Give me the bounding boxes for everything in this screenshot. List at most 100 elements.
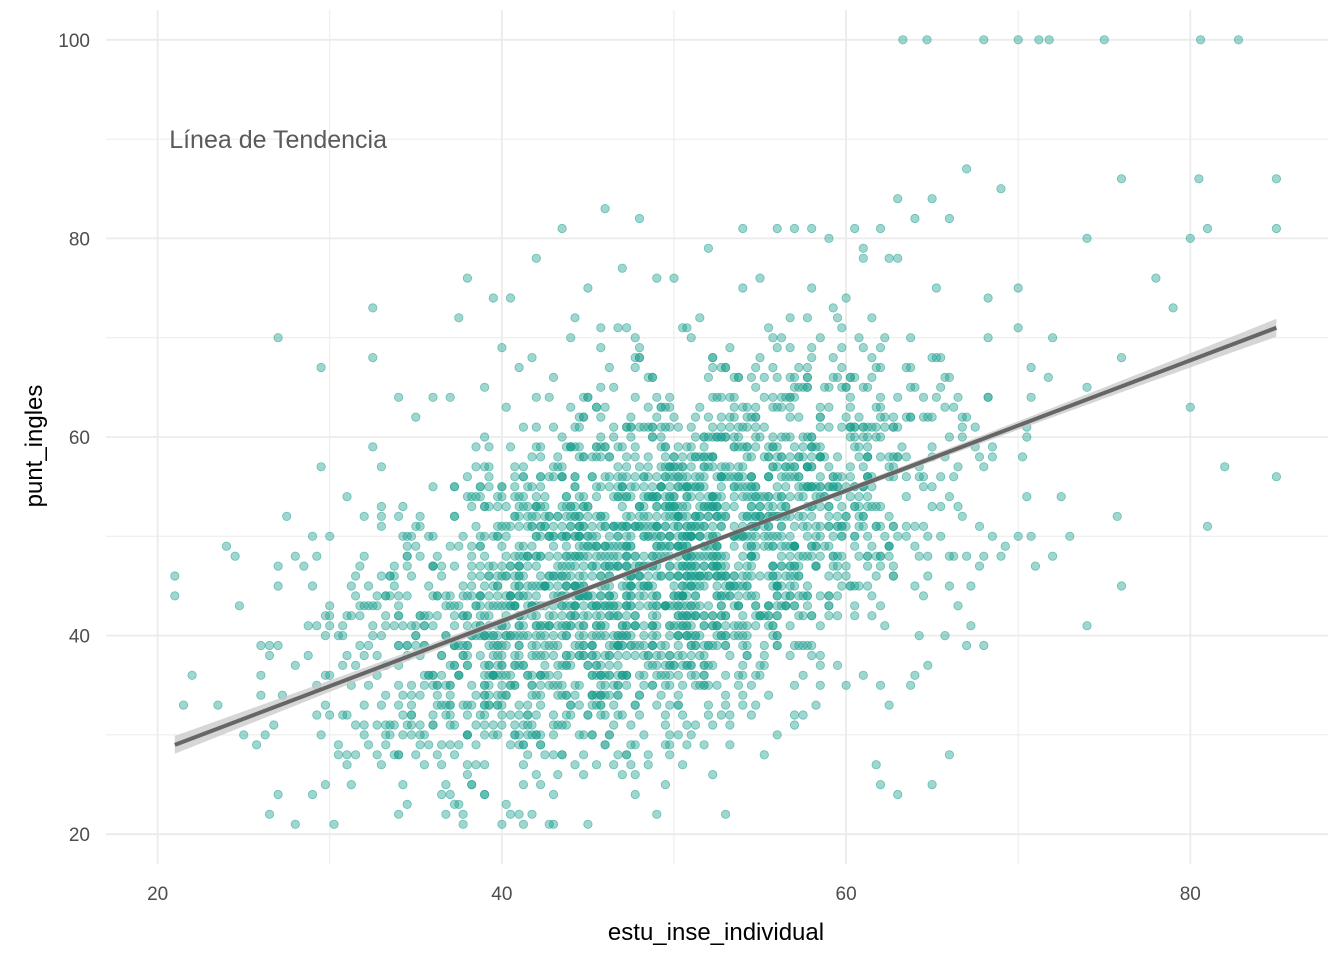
scatter-point	[815, 472, 825, 482]
scatter-point	[368, 303, 378, 313]
scatter-point	[436, 571, 447, 581]
scatter-point	[875, 452, 886, 462]
scatter-point	[725, 740, 735, 750]
scatter-point	[540, 660, 550, 671]
scatter-point	[342, 760, 352, 770]
scatter-point	[604, 362, 615, 373]
scatter-point	[514, 640, 524, 651]
scatter-point	[832, 660, 843, 671]
scatter-point	[673, 601, 683, 611]
scatter-point	[548, 531, 559, 541]
scatter-point	[647, 611, 658, 621]
scatter-point	[531, 422, 541, 432]
scatter-point	[557, 472, 567, 482]
scatter-point	[763, 611, 774, 621]
scatter-point	[613, 690, 623, 700]
scatter-point	[621, 750, 632, 760]
scatter-point	[660, 601, 671, 611]
scatter-point	[578, 561, 589, 571]
scatter-point	[484, 670, 494, 680]
scatter-point	[898, 35, 908, 45]
scatter-point	[402, 640, 412, 651]
scatter-point	[686, 730, 696, 740]
scatter-point	[471, 690, 481, 700]
scatter-point	[428, 680, 438, 690]
scatter-point	[940, 402, 950, 412]
scatter-point	[630, 551, 640, 561]
scatter-point	[591, 402, 602, 412]
scatter-point	[570, 313, 580, 323]
scatter-point	[587, 571, 597, 581]
scatter-point	[755, 571, 765, 581]
scatter-point	[746, 372, 757, 382]
scatter-point	[974, 521, 985, 532]
scatter-point	[755, 273, 765, 283]
scatter-point	[432, 551, 442, 561]
scatter-point	[901, 491, 911, 502]
scatter-point	[574, 521, 584, 532]
scatter-point	[256, 640, 266, 651]
scatter-point	[561, 630, 572, 641]
scatter-point	[643, 750, 653, 760]
scatter-point	[523, 561, 533, 571]
scatter-point	[763, 601, 774, 611]
scatter-point	[488, 650, 498, 661]
scatter-point	[557, 680, 567, 690]
scatter-point	[398, 690, 408, 700]
scatter-point	[1065, 531, 1075, 541]
scatter-point	[850, 531, 860, 541]
scatter-point	[746, 482, 757, 492]
scatter-point	[381, 621, 391, 631]
scatter-point	[561, 442, 572, 452]
scatter-point	[475, 561, 485, 571]
scatter-point	[501, 571, 511, 581]
scatter-point	[574, 680, 584, 690]
scatter-point	[776, 541, 787, 551]
scatter-point	[462, 760, 472, 770]
scatter-point	[613, 541, 623, 551]
scatter-point	[510, 462, 520, 472]
scatter-point	[600, 680, 610, 690]
scatter-point	[785, 452, 795, 462]
scatter-point	[518, 621, 529, 631]
scatter-point	[647, 372, 658, 382]
scatter-point	[342, 611, 352, 621]
scatter-point	[893, 194, 903, 204]
scatter-point	[686, 333, 696, 343]
scatter-point	[363, 680, 374, 690]
scatter-point	[1112, 511, 1122, 522]
scatter-point	[273, 789, 283, 800]
scatter-point	[368, 442, 378, 452]
scatter-point	[643, 422, 653, 432]
scatter-point	[454, 740, 464, 750]
scatter-point	[505, 293, 516, 303]
trend-annotation: Línea de Tendencia	[169, 126, 387, 154]
scatter-point	[974, 452, 985, 462]
scatter-point	[703, 710, 714, 720]
scatter-point	[393, 750, 404, 760]
scatter-point	[256, 690, 266, 700]
scatter-point	[355, 611, 365, 621]
scatter-point	[604, 591, 615, 601]
scatter-point	[518, 462, 529, 472]
scatter-point	[742, 571, 752, 581]
scatter-point	[798, 442, 808, 452]
scatter-point	[729, 491, 739, 502]
scatter-point	[514, 700, 524, 710]
scatter-point	[690, 591, 701, 601]
scatter-point	[815, 551, 825, 561]
scatter-point	[393, 392, 404, 402]
scatter-point	[884, 253, 894, 263]
scatter-point	[424, 740, 434, 750]
scatter-point	[316, 362, 326, 373]
scatter-point	[824, 571, 834, 581]
scatter-point	[789, 720, 800, 730]
scatter-point	[746, 551, 757, 561]
scatter-point	[961, 164, 972, 174]
scatter-point	[720, 551, 731, 561]
scatter-point	[845, 402, 856, 412]
scatter-point	[630, 650, 640, 661]
scatter-point	[733, 561, 744, 571]
scatter-point	[264, 640, 275, 651]
scatter-point	[540, 511, 550, 522]
